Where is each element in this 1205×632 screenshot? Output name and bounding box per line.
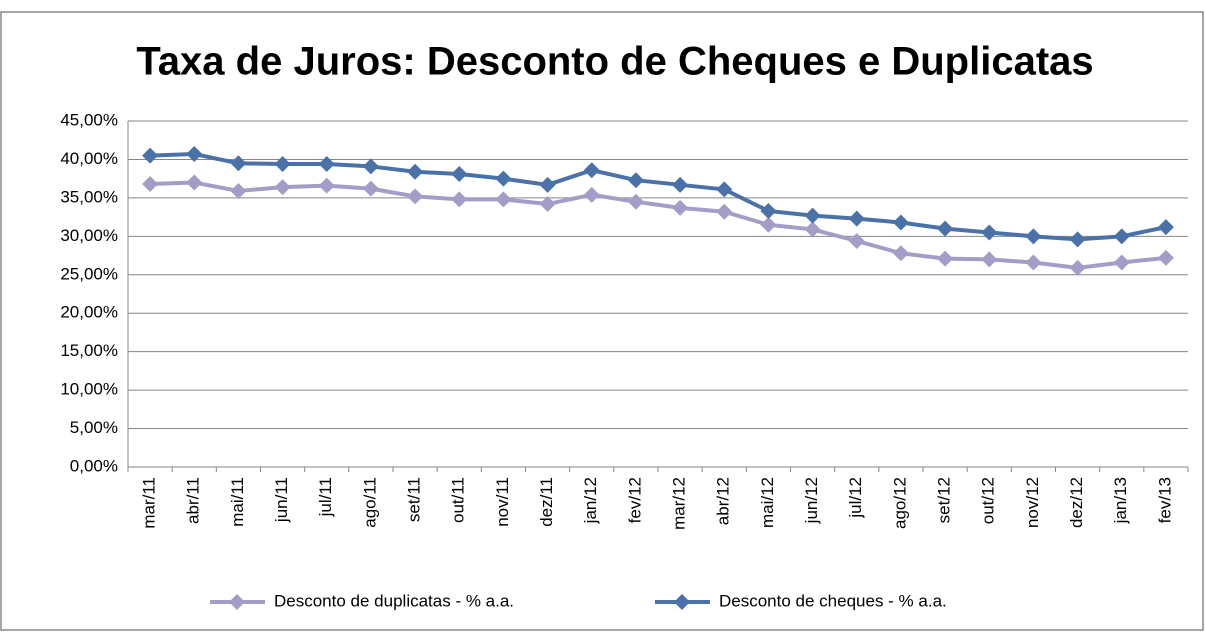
point [495, 191, 512, 208]
point [672, 199, 689, 216]
point [672, 176, 689, 193]
point [142, 147, 159, 164]
point [892, 245, 909, 262]
y-tick-label: 30,00% [60, 226, 118, 245]
y-tick-label: 45,00% [60, 110, 118, 129]
x-tick-label: fev/13 [1155, 477, 1174, 523]
y-tick-label: 15,00% [60, 341, 118, 360]
point [804, 207, 821, 224]
point [274, 179, 291, 196]
point [1025, 228, 1042, 245]
x-tick-label: ago/11 [360, 477, 379, 528]
x-tick-label: mar/12 [670, 477, 689, 530]
point [627, 193, 644, 210]
point [760, 202, 777, 219]
point [1069, 259, 1086, 276]
y-tick-label: 40,00% [60, 149, 118, 168]
x-tick-label: fev/12 [625, 477, 644, 523]
point [362, 158, 379, 175]
point [1025, 254, 1042, 271]
point [362, 180, 379, 197]
x-tick-label: dez/12 [1067, 477, 1086, 528]
x-tick-label: jan/13 [1111, 477, 1130, 524]
x-tick-label: jun/12 [802, 477, 821, 524]
point [230, 155, 247, 172]
point [274, 156, 291, 173]
point [495, 170, 512, 187]
x-tick-label: jan/12 [581, 477, 600, 524]
point [937, 220, 954, 237]
y-tick-label: 20,00% [60, 303, 118, 322]
point [1113, 228, 1130, 245]
point [1157, 219, 1174, 236]
point [848, 232, 865, 249]
point [716, 181, 733, 198]
point [142, 176, 159, 193]
point [539, 176, 556, 193]
y-tick-label: 35,00% [60, 187, 118, 206]
point [407, 163, 424, 180]
point [760, 216, 777, 233]
legend-label: Desconto de cheques - % a.a. [719, 591, 947, 610]
x-tick-label: jul/12 [846, 477, 865, 519]
point [981, 224, 998, 241]
chart-title: Taxa de Juros: Desconto de Cheques e Dup… [136, 40, 1093, 84]
point [230, 182, 247, 199]
point [716, 203, 733, 220]
point [318, 177, 335, 194]
point [804, 221, 821, 238]
x-tick-label: ago/12 [890, 477, 909, 529]
x-tick-label: out/12 [979, 477, 998, 524]
x-tick-label: mai/12 [758, 477, 777, 528]
point [583, 162, 600, 179]
point [407, 188, 424, 205]
point [981, 251, 998, 268]
x-tick-label: abr/11 [184, 477, 203, 524]
legend-marker [674, 594, 690, 610]
x-tick-label: out/11 [449, 477, 468, 523]
point [539, 196, 556, 213]
point [451, 166, 468, 183]
point [1113, 254, 1130, 271]
point [848, 210, 865, 227]
point [186, 146, 203, 163]
x-tick-label: abr/12 [714, 477, 733, 525]
x-tick-label: mar/11 [140, 477, 159, 529]
y-tick-label: 25,00% [60, 264, 118, 283]
x-tick-label: jun/11 [272, 477, 291, 523]
point [892, 214, 909, 231]
point [318, 156, 335, 173]
point [451, 191, 468, 208]
x-tick-label: dez/11 [537, 477, 556, 527]
point [583, 186, 600, 203]
x-tick-label: nov/12 [1023, 477, 1042, 528]
y-tick-label: 10,00% [60, 380, 118, 399]
x-tick-label: mai/11 [228, 477, 247, 527]
legend-marker [229, 594, 245, 610]
point [937, 250, 954, 267]
chart-border [0, 11, 1204, 631]
x-tick-label: nov/11 [493, 477, 512, 527]
y-tick-label: 5,00% [70, 418, 118, 437]
legend-label: Desconto de duplicatas - % a.a. [274, 591, 514, 610]
point [186, 174, 203, 191]
point [627, 172, 644, 189]
x-tick-label: set/12 [935, 477, 954, 523]
point [1069, 231, 1086, 248]
x-tick-label: set/11 [405, 477, 424, 522]
point [1157, 249, 1174, 266]
x-tick-label: jul/11 [316, 477, 335, 517]
y-tick-label: 0,00% [70, 456, 118, 475]
